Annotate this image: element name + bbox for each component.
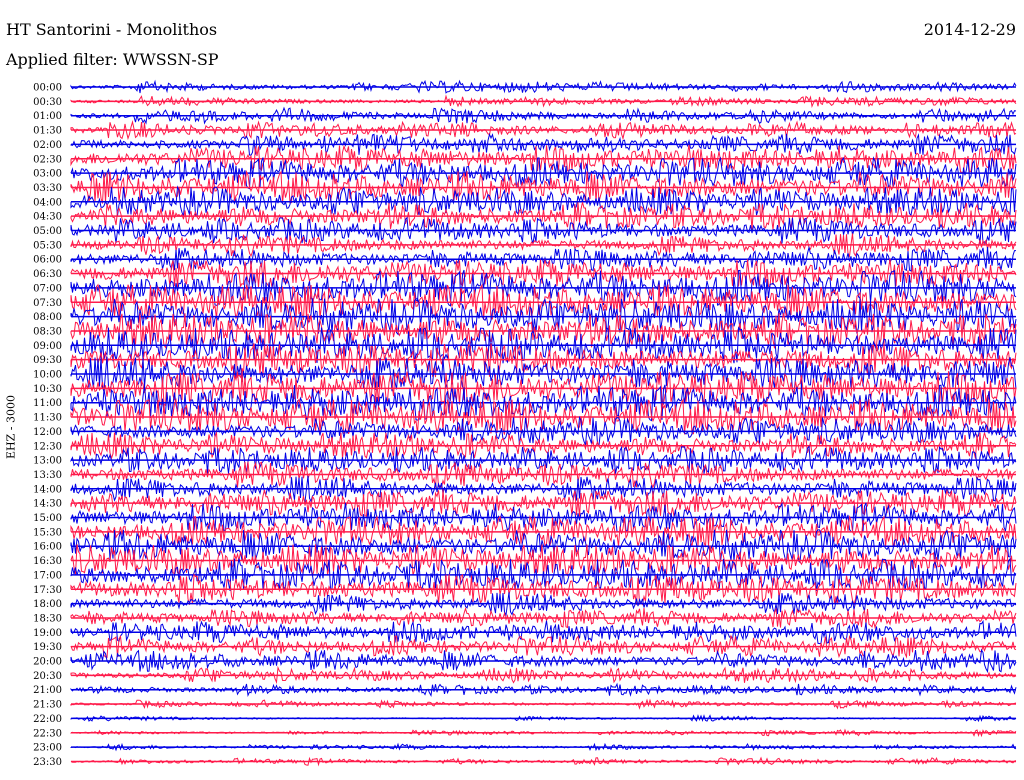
time-tick-label: 12:30	[33, 441, 62, 452]
time-tick-label: 04:30	[33, 212, 62, 223]
seismic-trace	[70, 156, 1017, 190]
time-tick-label: 21:00	[33, 685, 62, 696]
time-tick-label: 03:00	[33, 169, 62, 180]
time-tick-label: 04:00	[33, 197, 62, 208]
seismic-trace	[70, 245, 1016, 272]
time-tick-label: 15:00	[33, 513, 62, 524]
seismic-trace	[70, 415, 1017, 447]
seismic-trace	[70, 529, 1017, 564]
time-tick-label: 05:30	[33, 240, 62, 251]
time-tick-label: 00:30	[33, 97, 62, 108]
time-tick-label: 23:00	[33, 743, 62, 754]
seismic-trace	[70, 514, 1017, 548]
time-tick-label: 17:30	[33, 585, 62, 596]
station-title: HT Santorini - Monolithos	[6, 20, 218, 39]
time-tick-label: 21:30	[33, 700, 62, 711]
seismic-trace	[70, 185, 1017, 218]
time-tick-label: 01:00	[33, 111, 62, 122]
time-tick-label: 14:00	[33, 484, 62, 495]
seismic-trace	[70, 233, 1017, 258]
seismic-trace	[70, 445, 1017, 475]
time-tick-label: 07:30	[33, 298, 62, 309]
time-tick-label: 01:30	[33, 126, 62, 137]
seismic-trace	[70, 355, 1017, 393]
seismic-trace	[70, 431, 1017, 460]
filter-label: Applied filter: WWSSN-SP	[6, 50, 219, 69]
time-tick-label: 13:00	[33, 456, 62, 467]
time-tick-label: 13:30	[33, 470, 62, 481]
time-tick-label: 06:00	[33, 255, 62, 266]
time-tick-label: 02:30	[33, 154, 62, 165]
seismic-trace	[70, 169, 1017, 204]
time-tick-label: 06:30	[33, 269, 62, 280]
time-tick-label: 12:00	[33, 427, 62, 438]
time-tick-label: 20:00	[33, 657, 62, 668]
time-tick-label: 09:00	[33, 341, 62, 352]
seismic-trace	[70, 312, 1017, 349]
time-tick-label: 11:00	[33, 398, 62, 409]
seismic-trace	[70, 298, 1017, 336]
time-tick-label: 15:30	[33, 527, 62, 538]
time-tick-label: 17:00	[33, 570, 62, 581]
time-tick-label: 03:30	[33, 183, 62, 194]
seismic-trace	[70, 343, 1017, 379]
time-tick-label: 23:30	[33, 757, 62, 768]
time-tick-label: 09:30	[33, 355, 62, 366]
seismic-trace	[70, 488, 1017, 518]
time-tick-label: 08:30	[33, 326, 62, 337]
seismic-trace	[70, 216, 1017, 245]
time-tick-label: 19:00	[33, 628, 62, 639]
time-tick-label: 20:30	[33, 671, 62, 682]
time-tick-label: 11:30	[33, 413, 62, 424]
seismic-trace	[70, 106, 1017, 125]
time-tick-label: 08:00	[33, 312, 62, 323]
seismic-trace	[70, 573, 1017, 607]
time-tick-label: 22:30	[33, 728, 62, 739]
time-tick-label: 05:00	[33, 226, 62, 237]
seismic-trace	[70, 592, 1017, 617]
time-tick-label: 02:00	[33, 140, 62, 151]
time-tick-label: 18:30	[33, 613, 62, 624]
seismic-trace	[70, 258, 1017, 289]
time-tick-label: 10:30	[33, 384, 62, 395]
time-tick-label: 00:00	[33, 83, 62, 94]
time-tick-label: 19:30	[33, 642, 62, 653]
time-tick-label: 07:00	[33, 283, 62, 294]
record-date: 2014-12-29	[923, 20, 1016, 39]
time-tick-label: 10:00	[33, 370, 62, 381]
seismic-trace	[70, 370, 1017, 407]
time-tick-label: 22:00	[33, 714, 62, 725]
time-tick-label: 16:00	[33, 542, 62, 553]
time-tick-label: 18:00	[33, 599, 62, 610]
time-tick-label: 14:30	[33, 499, 62, 510]
seismic-trace	[70, 648, 1017, 674]
time-tick-label: 16:30	[33, 556, 62, 567]
